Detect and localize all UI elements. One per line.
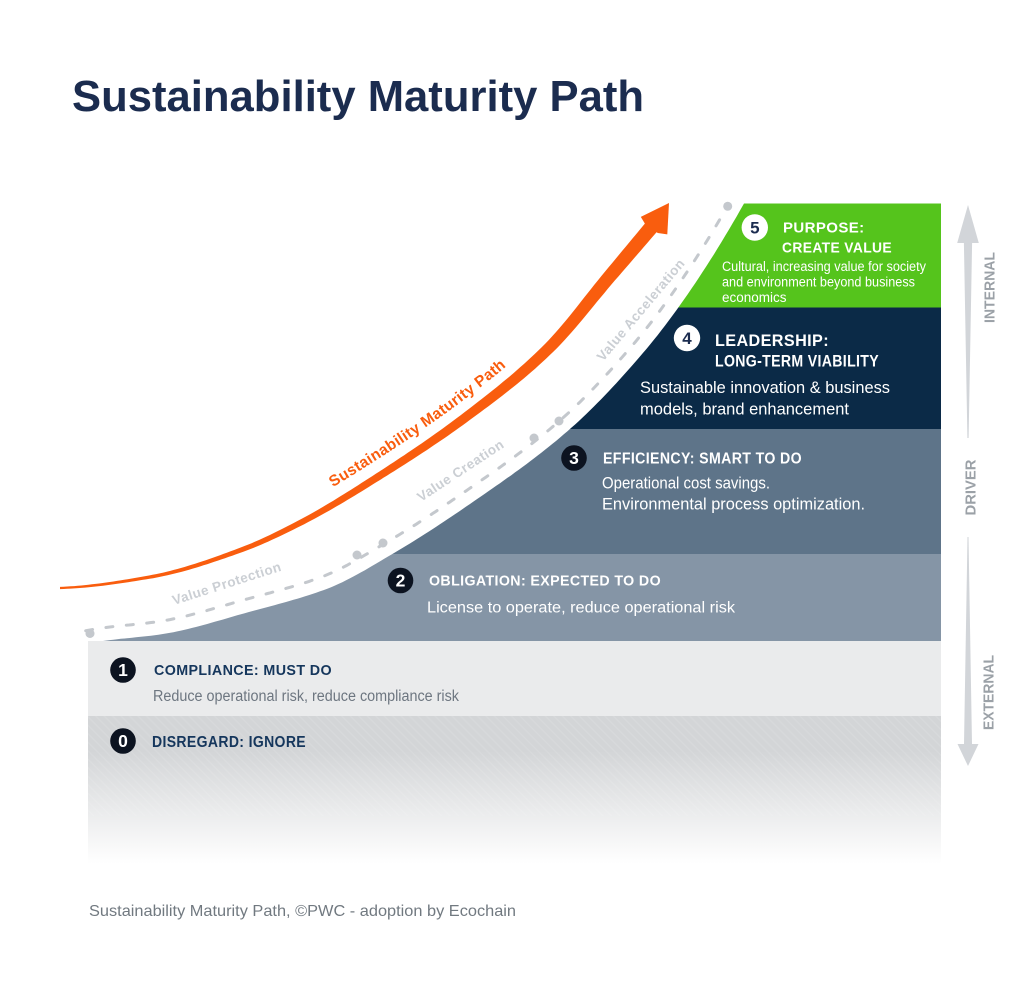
svg-text:License to operate, reduce ope: License to operate, reduce operational r… bbox=[427, 600, 735, 617]
svg-text:DISREGARD: IGNORE: DISREGARD: IGNORE bbox=[152, 734, 306, 751]
svg-text:EFFICIENCY: SMART TO DO: EFFICIENCY: SMART TO DO bbox=[603, 451, 802, 468]
svg-text:OBLIGATION: EXPECTED TO DO: OBLIGATION: EXPECTED TO DO bbox=[429, 573, 661, 590]
svg-text:DRIVER: DRIVER bbox=[964, 459, 980, 516]
svg-text:Reduce operational risk, reduc: Reduce operational risk, reduce complian… bbox=[153, 688, 459, 705]
svg-text:LONG-TERM VIABILITY: LONG-TERM VIABILITY bbox=[715, 352, 879, 371]
svg-text:1: 1 bbox=[118, 660, 128, 680]
svg-text:Environmental process optimiza: Environmental process optimization. bbox=[602, 496, 865, 514]
svg-text:and environment beyond busines: and environment beyond business bbox=[722, 275, 915, 290]
svg-text:economics: economics bbox=[722, 290, 787, 305]
svg-text:COMPLIANCE: MUST DO: COMPLIANCE: MUST DO bbox=[154, 662, 332, 679]
svg-text:2: 2 bbox=[396, 571, 406, 591]
svg-text:Operational cost savings.: Operational cost savings. bbox=[602, 475, 770, 493]
svg-text:5: 5 bbox=[750, 219, 759, 238]
svg-text:INTERNAL: INTERNAL bbox=[983, 252, 999, 323]
svg-text:Sustainability Maturity Path: Sustainability Maturity Path bbox=[326, 356, 509, 490]
svg-text:4: 4 bbox=[682, 329, 692, 348]
svg-text:LEADERSHIP:: LEADERSHIP: bbox=[715, 331, 829, 350]
svg-text:models, brand enhancement: models, brand enhancement bbox=[640, 400, 849, 419]
svg-text:Sustainability Maturity Path: Sustainability Maturity Path bbox=[72, 72, 644, 121]
svg-text:Sustainable innovation & busin: Sustainable innovation & business bbox=[640, 378, 890, 397]
svg-text:Sustainability Maturity Path,: Sustainability Maturity Path, ©PWC - ado… bbox=[89, 903, 516, 920]
svg-text:EXTERNAL: EXTERNAL bbox=[982, 655, 998, 730]
svg-text:CREATE VALUE: CREATE VALUE bbox=[782, 240, 892, 257]
svg-text:PURPOSE:: PURPOSE: bbox=[783, 220, 865, 237]
svg-text:0: 0 bbox=[118, 731, 128, 751]
svg-text:3: 3 bbox=[569, 448, 579, 468]
svg-text:Cultural, increasing value for: Cultural, increasing value for society bbox=[722, 259, 926, 274]
